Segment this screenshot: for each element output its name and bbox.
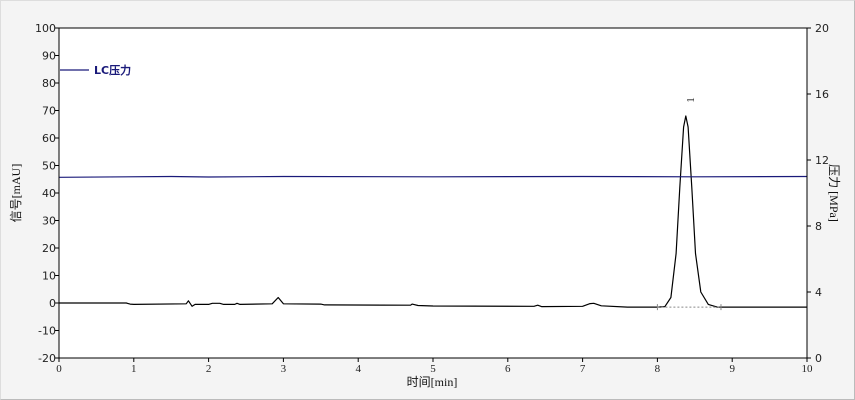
- y2-axis-label: 压力 [MPa]: [827, 164, 841, 222]
- x-tick-label: 0: [56, 363, 62, 375]
- y-tick-label: -20: [38, 352, 56, 365]
- x-tick-label: 9: [729, 363, 735, 375]
- y-tick-label: 30: [42, 215, 56, 228]
- x-tick-label: 5: [430, 363, 436, 375]
- x-tick-label: 2: [206, 363, 212, 375]
- x-tick-label: 10: [802, 363, 814, 375]
- y-tick-label: 70: [42, 105, 56, 118]
- y2-tick-label: 0: [815, 352, 822, 365]
- y-tick-label: 10: [42, 270, 56, 283]
- x-tick-label: 4: [355, 363, 361, 375]
- y-tick-label: 100: [35, 22, 56, 35]
- y2-tick-label: 12: [815, 154, 829, 167]
- plot-area: [59, 28, 807, 358]
- y-tick-label: 60: [42, 132, 56, 145]
- pressure-line: [58, 175, 808, 178]
- y2-tick-label: 20: [815, 22, 829, 35]
- y-tick-label: 80: [42, 77, 56, 90]
- x-axis-label: 时间[min]: [407, 375, 458, 389]
- peak-label: 1: [685, 97, 697, 103]
- x-tick-label: 7: [580, 363, 586, 375]
- y-tick-label: 90: [42, 50, 56, 63]
- x-tick-label: 8: [655, 363, 661, 375]
- y2-tick-label: 4: [815, 286, 822, 299]
- y-tick-label: 40: [42, 187, 56, 200]
- y2-tick-label: 16: [815, 88, 829, 101]
- x-tick-label: 6: [505, 363, 511, 375]
- y-tick-label: 50: [42, 160, 56, 173]
- signal-line: [59, 115, 807, 308]
- y-tick-label: 20: [42, 242, 56, 255]
- x-tick-label: 1: [131, 363, 137, 375]
- y-tick-label: -10: [38, 325, 56, 338]
- x-tick-label: 3: [281, 363, 287, 375]
- legend-entry: LC压力: [94, 63, 131, 77]
- y-axis-label: 信号[mAU]: [9, 164, 23, 223]
- y2-tick-label: 8: [815, 220, 822, 233]
- y-tick-label: 0: [49, 297, 56, 310]
